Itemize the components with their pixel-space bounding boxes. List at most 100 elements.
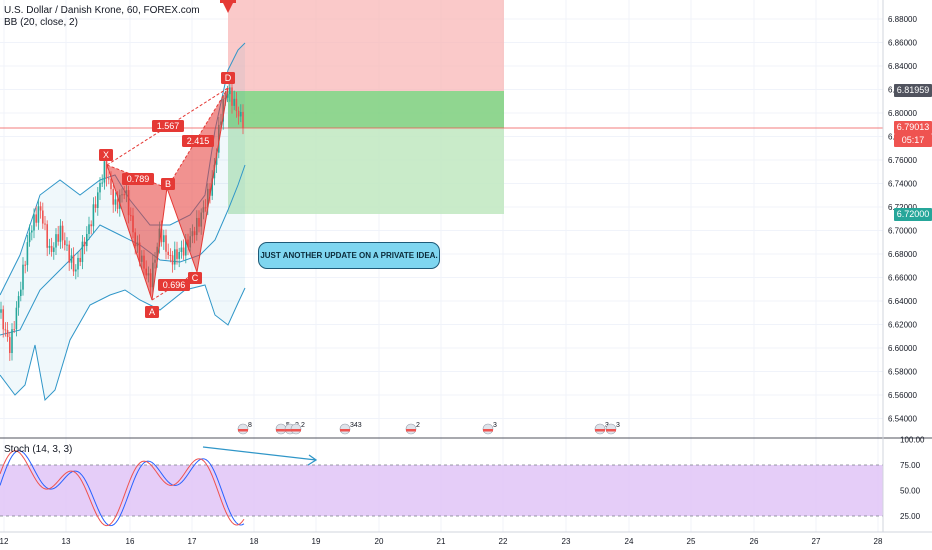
- candle-body: [242, 111, 244, 129]
- event-count-label: 3: [605, 422, 609, 429]
- point-a-label: A: [149, 307, 155, 317]
- candle-body: [101, 182, 103, 184]
- candle-body: [103, 161, 106, 183]
- stoch-tick-label: 75.00: [900, 461, 921, 470]
- point-c-label: C: [192, 273, 199, 283]
- time-tick-label: 28: [874, 537, 883, 546]
- xab-triangle[interactable]: [107, 165, 167, 300]
- candle-body: [24, 264, 26, 266]
- candle-body: [180, 247, 183, 253]
- candle-body: [116, 199, 119, 209]
- candle-body: [160, 228, 163, 243]
- event-count-label: 2: [301, 422, 305, 429]
- candle-body: [6, 330, 9, 338]
- candle-body: [163, 235, 165, 243]
- price-tick-label: 6.56000: [888, 391, 917, 400]
- candle-body: [90, 224, 92, 227]
- last-price-tag: 6.79013: [894, 121, 932, 134]
- point-a-label-bg: [145, 306, 159, 318]
- candle-body: [35, 214, 37, 223]
- time-tick-label: 26: [750, 537, 759, 546]
- time-tick-label: 23: [562, 537, 571, 546]
- candle-body: [68, 244, 70, 263]
- candle-body: [70, 255, 73, 263]
- candle-body: [99, 183, 101, 193]
- ratio-xb-label: 0.789: [127, 174, 150, 184]
- stoch-tick-label: 25.00: [900, 512, 921, 521]
- economic-events[interactable]: 85223432333: [237, 422, 620, 435]
- candle-body: [57, 234, 59, 242]
- candle-body: [66, 244, 68, 246]
- candle-body: [226, 94, 229, 98]
- stoch-tick-label: 50.00: [900, 487, 921, 496]
- candle-body: [114, 199, 117, 205]
- time-tick-label: 21: [437, 537, 446, 546]
- stoch-axis[interactable]: 100.00 75.00 50.00 25.00: [900, 436, 925, 522]
- candle-body: [231, 87, 233, 106]
- stop-loss-zone[interactable]: [228, 0, 504, 91]
- time-tick-label: 20: [375, 537, 384, 546]
- ratio-xb-label-bg: [122, 173, 154, 185]
- ratio-xd-label-bg: [152, 120, 184, 132]
- candle-body: [94, 204, 97, 208]
- profit-zone-top[interactable]: [228, 91, 504, 128]
- candle-body: [171, 255, 174, 265]
- candle-body: [83, 241, 86, 247]
- stoch-tick-label: 100.00: [900, 436, 925, 445]
- price-tick-label: 6.70000: [888, 227, 917, 236]
- stoch-band: [0, 465, 883, 516]
- harmonic-pattern[interactable]: X A B C D 0.789 0.696 2.415 1.567: [99, 72, 235, 318]
- time-axis[interactable]: 12 13 16 17 18 19 20 21 22 23 24 25 26 27 28: [0, 537, 883, 546]
- time-tick-label: 27: [812, 537, 821, 546]
- candle-body: [185, 239, 187, 256]
- candle-body: [46, 224, 48, 248]
- stoch-lines: [0, 450, 245, 527]
- flag-stripe: [340, 429, 350, 432]
- time-tick-label: 24: [625, 537, 634, 546]
- time-tick-label: 12: [0, 537, 9, 546]
- target-price-tag: 6.72000: [894, 208, 932, 221]
- lower-band: [0, 284, 246, 402]
- time-tick-label: 18: [250, 537, 259, 546]
- ratio-xd-label: 1.567: [157, 121, 180, 131]
- candle-body: [53, 247, 55, 252]
- price-tick-label: 6.80000: [888, 109, 917, 118]
- sell-arrow-icon[interactable]: [220, 0, 236, 13]
- bcd-triangle[interactable]: [167, 88, 228, 272]
- point-b-label: B: [165, 179, 171, 189]
- profit-zone[interactable]: [228, 128, 504, 214]
- candle-body: [176, 249, 178, 259]
- price-tick-label: 6.88000: [888, 15, 917, 24]
- time-tick-label: 25: [687, 537, 696, 546]
- idea-note[interactable]: JUST ANOTHER UPDATE ON A PRIVATE IDEA.: [258, 242, 440, 269]
- candle-body: [61, 225, 64, 241]
- candle-body: [211, 178, 213, 196]
- stoch-indicator-label[interactable]: Stoch (14, 3, 3): [4, 444, 73, 455]
- bb-indicator-label[interactable]: BB (20, close, 2): [4, 17, 78, 28]
- flag-stripe: [483, 429, 493, 432]
- divergence-arrow[interactable]: [202, 446, 318, 466]
- event-count-label: 343: [350, 422, 362, 429]
- price-tick-label: 6.76000: [888, 156, 917, 165]
- candle-body: [108, 178, 110, 180]
- price-tick-label: 6.74000: [888, 180, 917, 189]
- candle-body: [50, 245, 53, 252]
- candle-body: [169, 254, 172, 256]
- flag-stripe: [406, 429, 416, 432]
- flag-stripe: [291, 429, 301, 432]
- ratio-ac-label-bg: [158, 279, 190, 291]
- price-tick-label: 6.72000: [888, 203, 917, 212]
- point-d-label-bg: [221, 72, 235, 84]
- candle-body: [13, 329, 15, 331]
- ratio-bd-label: 2.415: [187, 136, 210, 146]
- price-tick-label: 6.68000: [888, 250, 917, 259]
- candle-body: [86, 233, 88, 247]
- candle-body: [20, 289, 22, 297]
- candle-body: [174, 249, 176, 265]
- candle-body: [15, 307, 18, 330]
- ratio-ac-label: 0.696: [163, 280, 186, 290]
- point-c-label-bg: [188, 272, 202, 284]
- candle-body: [240, 111, 242, 117]
- candle-body: [48, 245, 51, 248]
